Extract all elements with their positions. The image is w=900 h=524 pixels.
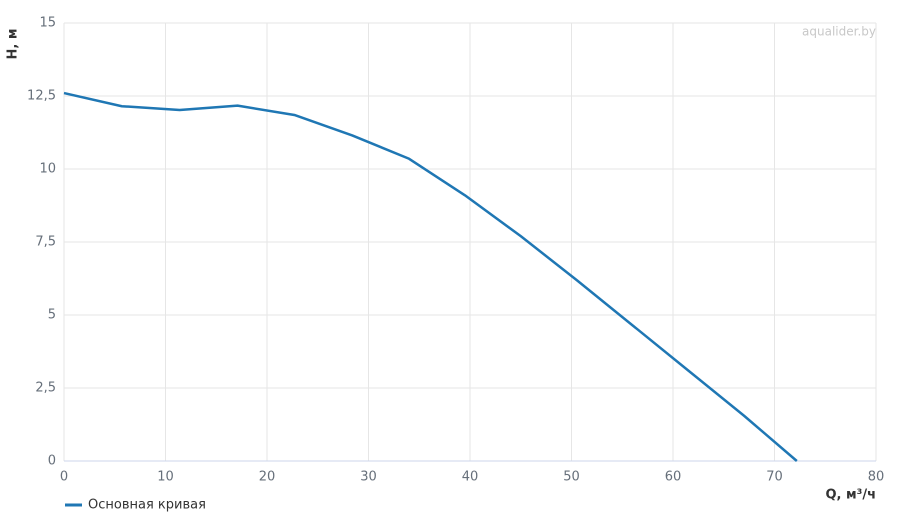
- y-axis-label: H, м: [6, 29, 21, 60]
- x-tick-label: 30: [360, 470, 377, 485]
- x-tick-label: 50: [563, 470, 580, 485]
- x-tick-label: 40: [462, 470, 479, 485]
- x-tick-label: 60: [665, 470, 682, 485]
- x-tick-label: 20: [259, 470, 276, 485]
- legend-label: Основная кривая: [88, 498, 206, 513]
- y-tick-label: 7,5: [35, 235, 56, 250]
- x-axis-label: Q, м³/ч: [825, 488, 876, 503]
- watermark: aqualider.by: [802, 25, 876, 39]
- x-tick-label: 0: [60, 470, 68, 485]
- y-tick-label: 15: [39, 16, 56, 31]
- y-tick-label: 10: [39, 162, 56, 177]
- series-line: [63, 91, 798, 462]
- y-tick-label: 0: [48, 454, 56, 469]
- x-tick-label: 70: [766, 470, 783, 485]
- y-tick-label: 2,5: [35, 381, 56, 396]
- y-tick-label: 12,5: [27, 89, 56, 104]
- y-tick-label: 5: [48, 308, 56, 323]
- x-tick-label: 80: [868, 470, 885, 485]
- x-tick-label: 10: [157, 470, 174, 485]
